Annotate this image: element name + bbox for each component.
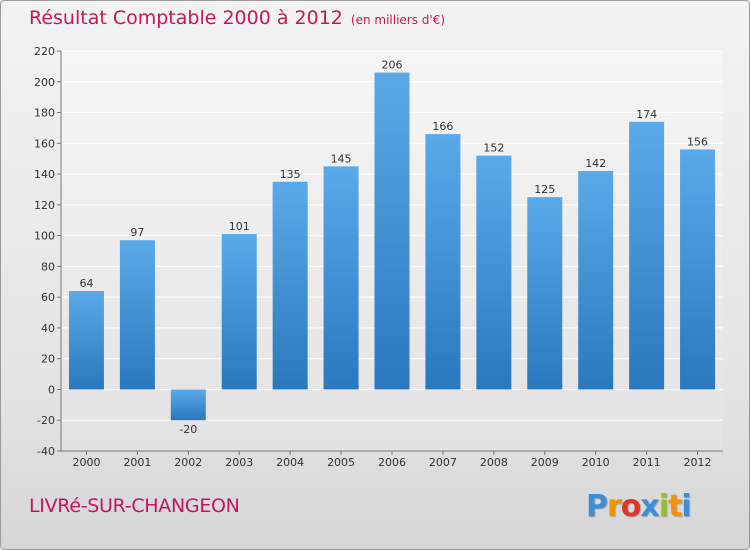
y-tick-label: 60	[41, 291, 55, 304]
data-label: 142	[585, 157, 606, 170]
y-tick-label: 20	[41, 353, 55, 366]
data-label: 166	[432, 120, 453, 133]
data-label: 64	[79, 277, 93, 290]
y-tick-label: 80	[41, 260, 55, 273]
data-label: 101	[229, 220, 250, 233]
bar-2005	[323, 166, 359, 390]
x-tick-label: 2009	[531, 456, 559, 469]
bar-2011	[629, 121, 665, 390]
x-tick-label: 2012	[684, 456, 712, 469]
bar-2001	[119, 240, 155, 390]
x-tick-label: 2008	[480, 456, 508, 469]
data-label: 206	[382, 59, 403, 72]
logo-letter: t	[668, 489, 682, 524]
bar-2004	[272, 181, 308, 390]
data-label: 145	[331, 152, 352, 165]
bar-2006	[374, 72, 410, 390]
x-tick-label: 2003	[225, 456, 253, 469]
bar-2002	[170, 389, 206, 421]
y-tick-label: 0	[48, 383, 55, 396]
y-tick-label: 220	[34, 45, 55, 58]
y-tick-label: 200	[34, 76, 55, 89]
chart-subtitle: (en milliers d'€)	[350, 13, 446, 27]
y-tick-label: 100	[34, 230, 55, 243]
x-tick-label: 2002	[174, 456, 202, 469]
logo-letter: P	[586, 489, 608, 524]
data-label: 156	[687, 135, 708, 148]
chart-title: Résultat Comptable 2000 à 2012 (en millie…	[29, 7, 445, 29]
y-tick-label: 120	[34, 199, 55, 212]
logo-letter: i	[658, 489, 669, 524]
bar-2003	[221, 234, 257, 390]
logo-letter: x	[640, 489, 659, 524]
data-label: 152	[483, 142, 504, 155]
y-tick-label: 180	[34, 107, 55, 120]
logo-letter: r	[607, 489, 622, 524]
bar-2012	[680, 149, 716, 390]
x-tick-label: 2006	[378, 456, 406, 469]
bar-2010	[578, 171, 614, 390]
data-label: 174	[636, 108, 657, 121]
y-tick-label: 140	[34, 168, 55, 181]
y-tick-label: 160	[34, 137, 55, 150]
x-tick-label: 2001	[123, 456, 151, 469]
bar-2008	[476, 155, 512, 390]
commune-name: LIVRé-SUR-CHANGEON	[29, 495, 240, 517]
x-tick-label: 2004	[276, 456, 304, 469]
bar-2007	[425, 134, 461, 390]
data-label: 135	[280, 168, 301, 181]
x-tick-label: 2010	[582, 456, 610, 469]
y-tick-label: -20	[37, 414, 55, 427]
proxiti-logo[interactable]: Proxiti	[586, 489, 692, 524]
data-label: 125	[534, 183, 555, 196]
y-tick-label: 40	[41, 322, 55, 335]
x-tick-label: 2011	[633, 456, 661, 469]
title-text: Résultat Comptable 2000 à 2012	[29, 7, 343, 29]
data-label: 97	[130, 226, 144, 239]
x-tick-label: 2000	[72, 456, 100, 469]
x-tick-label: 2005	[327, 456, 355, 469]
logo-letter: i	[681, 489, 691, 524]
data-label: -20	[179, 423, 197, 436]
logo-letter: o	[620, 489, 642, 524]
bar-2009	[527, 197, 563, 390]
y-tick-label: -40	[37, 445, 55, 458]
bar-2000	[68, 291, 104, 390]
x-tick-label: 2007	[429, 456, 457, 469]
